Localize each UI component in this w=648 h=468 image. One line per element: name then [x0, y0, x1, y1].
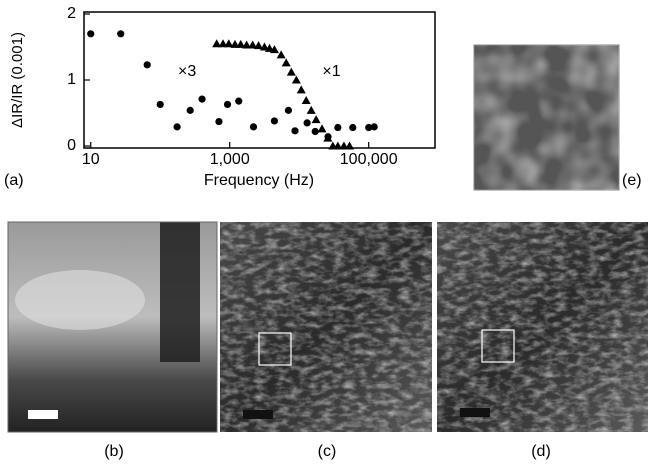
data-point	[156, 100, 164, 109]
data-point	[296, 85, 306, 94]
data-point	[215, 117, 223, 126]
data-point	[365, 123, 373, 132]
series-label: ×3	[178, 63, 196, 80]
image-b	[7, 221, 218, 433]
data-point	[235, 97, 243, 105]
data-point	[87, 30, 95, 38]
data-point	[236, 39, 246, 48]
y-tick-label: 0	[67, 137, 76, 154]
data-point	[265, 43, 275, 52]
data-point	[259, 42, 269, 51]
y-tick-label: 2	[67, 5, 76, 22]
data-point	[270, 117, 279, 125]
data-point	[223, 100, 232, 109]
data-point	[281, 58, 291, 67]
data-point	[254, 41, 264, 50]
data-point	[212, 39, 222, 48]
data-point	[349, 123, 357, 132]
data-point	[186, 106, 194, 114]
data-point	[242, 40, 252, 49]
data-point	[143, 61, 151, 69]
data-point	[276, 50, 286, 59]
series-label: ×1	[322, 63, 340, 80]
panel-label: (d)	[531, 443, 551, 460]
data-point	[334, 123, 342, 132]
data-point	[249, 123, 258, 131]
data-point	[284, 106, 293, 114]
data-point	[286, 67, 296, 76]
plot-frame	[83, 11, 436, 149]
data-point	[218, 39, 228, 48]
x-axis-label: Frequency (Hz)	[204, 172, 314, 189]
data-point	[248, 40, 258, 49]
data-point	[198, 95, 206, 103]
data-point	[323, 133, 333, 142]
data-point	[311, 115, 321, 124]
x-tick-label: 100,000	[340, 151, 398, 168]
data-point	[291, 127, 299, 135]
data-point	[230, 39, 240, 48]
x-tick-label: 10	[82, 151, 100, 168]
data-point	[269, 45, 279, 54]
data-point	[345, 141, 355, 150]
panel-label: (e)	[622, 172, 642, 189]
data-point	[301, 95, 311, 104]
image-c	[220, 222, 432, 432]
panel-label: (a)	[4, 172, 24, 189]
data-point	[224, 39, 234, 48]
panel-label: (c)	[318, 443, 337, 460]
x-tick-label: 1,000	[210, 151, 250, 168]
data-point	[370, 123, 378, 131]
data-point	[311, 127, 319, 136]
data-point	[291, 75, 301, 84]
y-axis-label: ΔIR/IR (0.001)	[9, 32, 26, 128]
data-point	[117, 30, 125, 38]
y-tick-label: 1	[67, 71, 76, 88]
data-point	[303, 119, 311, 127]
data-point	[317, 124, 327, 133]
panel-label: (b)	[104, 443, 124, 460]
image-e	[473, 44, 620, 191]
data-point	[333, 141, 343, 150]
data-point	[173, 123, 181, 131]
image-d	[437, 222, 648, 432]
data-point	[306, 105, 316, 114]
